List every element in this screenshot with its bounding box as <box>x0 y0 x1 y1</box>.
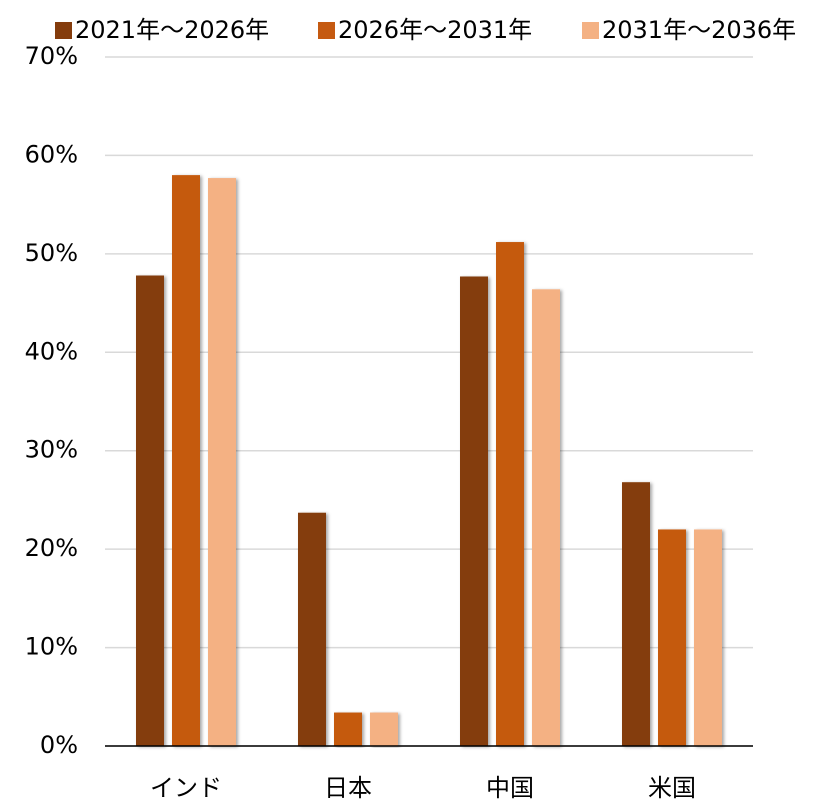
bar <box>334 712 362 746</box>
bar <box>496 242 524 746</box>
bar <box>460 276 488 746</box>
x-tick-label: インド <box>150 774 222 802</box>
legend-swatch <box>582 22 599 39</box>
bar <box>532 289 560 746</box>
bar <box>622 482 650 746</box>
bar <box>658 529 686 746</box>
legend-swatch <box>318 22 335 39</box>
bar <box>694 529 722 746</box>
x-tick-label: 米国 <box>648 774 696 802</box>
y-tick-label: 20% <box>25 534 78 562</box>
y-tick-label: 40% <box>25 337 78 365</box>
y-tick-label: 0% <box>40 731 78 759</box>
y-tick-label: 10% <box>25 633 78 661</box>
y-tick-label: 30% <box>25 436 78 464</box>
legend-label: 2026年～2031年 <box>338 16 532 44</box>
bar <box>208 178 236 746</box>
x-tick-label: 中国 <box>486 774 534 802</box>
y-tick-label: 60% <box>25 140 78 168</box>
bar <box>172 175 200 747</box>
legend-label: 2021年～2026年 <box>75 16 269 44</box>
y-tick-label: 50% <box>25 239 78 267</box>
x-tick-label: 日本 <box>324 774 372 802</box>
legend-swatch <box>55 22 72 39</box>
bar <box>298 512 326 746</box>
bar <box>136 275 164 746</box>
bar <box>370 712 398 746</box>
y-tick-label: 70% <box>25 42 78 70</box>
legend-label: 2031年～2036年 <box>602 16 796 44</box>
